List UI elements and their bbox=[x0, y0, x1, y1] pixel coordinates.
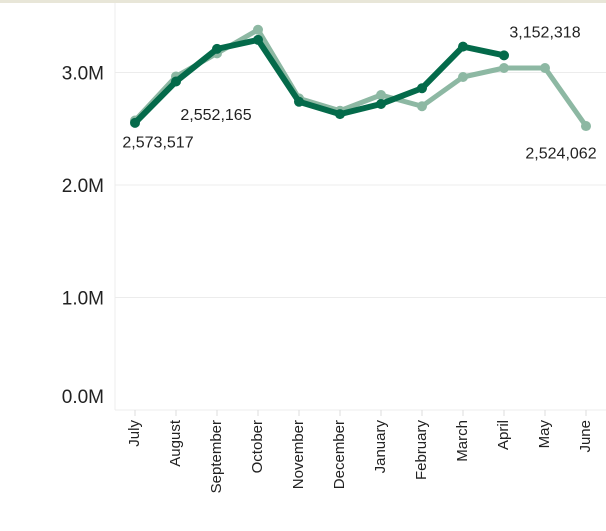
y-tick-label: 2.0M bbox=[62, 176, 104, 197]
point bbox=[540, 63, 550, 73]
value-label: 2,524,062 bbox=[525, 145, 596, 162]
x-tick-label: March bbox=[454, 420, 471, 462]
value-label: 2,573,517 bbox=[122, 135, 193, 152]
point bbox=[417, 83, 427, 94]
x-tick-label: August bbox=[167, 419, 184, 467]
point bbox=[130, 117, 140, 128]
x-tick-label: January bbox=[372, 420, 389, 474]
x-tick-label: September bbox=[208, 420, 225, 493]
point bbox=[294, 96, 304, 107]
top-border bbox=[0, 0, 606, 3]
x-tick-label: June bbox=[577, 420, 594, 453]
y-tick-label: 3.0M bbox=[62, 64, 104, 85]
x-tick-label: December bbox=[331, 420, 348, 489]
point bbox=[376, 90, 386, 100]
x-tick-label: November bbox=[290, 420, 307, 489]
point bbox=[253, 24, 263, 35]
x-tick-label: July bbox=[126, 420, 143, 447]
point bbox=[458, 72, 468, 82]
x-tick-label: April bbox=[495, 420, 512, 450]
series-line bbox=[132, 36, 505, 125]
y-tick-label: 1.0M bbox=[62, 289, 104, 310]
point bbox=[417, 101, 427, 112]
x-tick-label: May bbox=[536, 420, 553, 449]
point bbox=[581, 121, 591, 132]
value-label: 2,552,165 bbox=[180, 107, 251, 124]
point bbox=[499, 63, 509, 73]
x-tick-label: February bbox=[413, 420, 430, 481]
value-label: 3,152,318 bbox=[509, 25, 580, 42]
y-tick-label: 0.0M bbox=[62, 387, 104, 408]
x-tick-label: October bbox=[249, 420, 266, 473]
point bbox=[253, 34, 263, 45]
point bbox=[212, 43, 222, 54]
point bbox=[376, 99, 386, 109]
point bbox=[499, 50, 509, 61]
point bbox=[335, 109, 345, 120]
point bbox=[171, 76, 181, 87]
point bbox=[458, 41, 468, 52]
